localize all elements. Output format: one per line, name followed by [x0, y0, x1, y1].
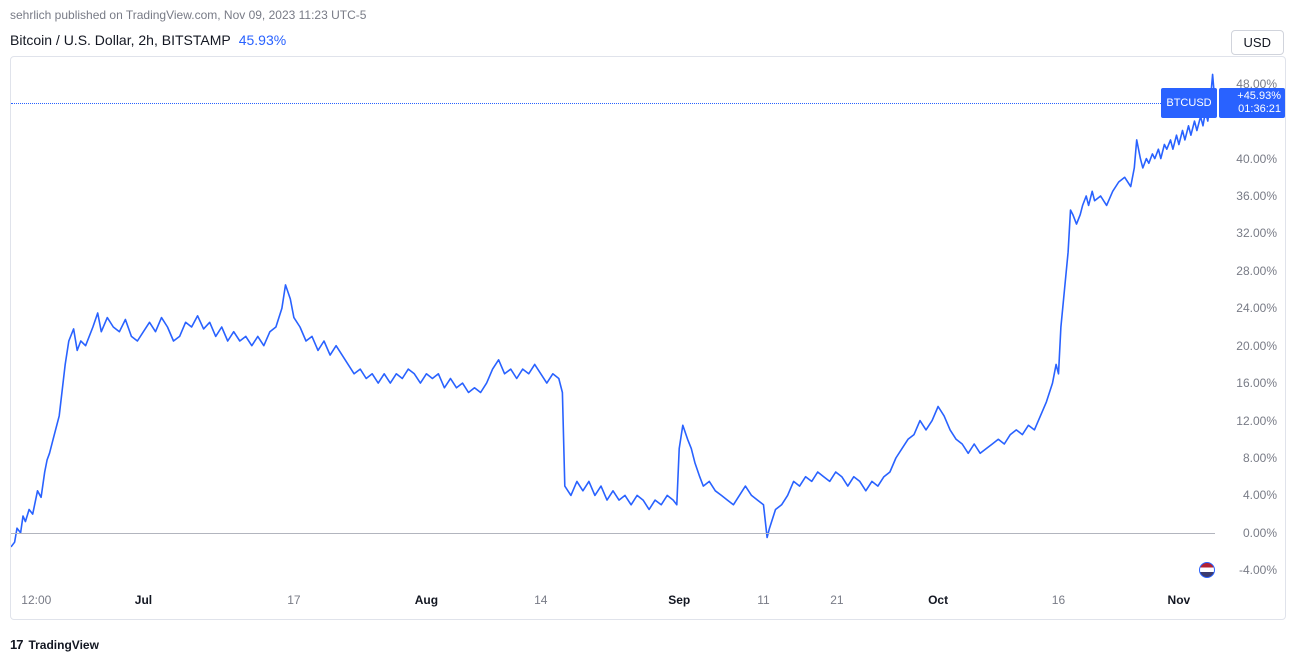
- y-tick: -4.00%: [1239, 563, 1277, 577]
- x-tick: Sep: [668, 593, 690, 607]
- symbol-label[interactable]: Bitcoin / U.S. Dollar, 2h, BITSTAMP: [10, 32, 231, 48]
- price-line-series: [11, 74, 1215, 547]
- y-tick: 0.00%: [1243, 526, 1277, 540]
- x-tick: Jul: [135, 593, 152, 607]
- y-tick: 32.00%: [1236, 226, 1277, 240]
- zero-line: [11, 533, 1215, 534]
- x-tick: 14: [534, 593, 547, 607]
- x-tick: 17: [287, 593, 300, 607]
- x-tick: Aug: [415, 593, 438, 607]
- x-tick: 16: [1052, 593, 1065, 607]
- chart-area[interactable]: BTCUSD +45.93% 01:36:21 -4.00% 0.00% 4.00%…: [10, 56, 1286, 620]
- currency-button[interactable]: USD: [1231, 30, 1284, 55]
- y-tick: 20.00%: [1236, 339, 1277, 353]
- y-tick: 12.00%: [1236, 414, 1277, 428]
- x-tick: 12:00: [21, 593, 51, 607]
- price-tag-ticker: BTCUSD: [1161, 88, 1217, 118]
- y-tick: 48.00%: [1236, 77, 1277, 91]
- symbol-row: Bitcoin / U.S. Dollar, 2h, BITSTAMP 45.9…: [10, 32, 286, 48]
- y-tick: 24.00%: [1236, 301, 1277, 315]
- x-tick: 21: [830, 593, 843, 607]
- percent-change: 45.93%: [239, 32, 286, 48]
- y-tick: 40.00%: [1236, 152, 1277, 166]
- tradingview-logo-icon: 17: [10, 637, 22, 652]
- publisher-line: sehrlich published on TradingView.com, N…: [10, 8, 366, 22]
- current-price-line: [11, 103, 1215, 104]
- x-axis: 12:00 Jul 17 Aug 14 Sep 11 21 Oct 16 Nov: [11, 593, 1215, 615]
- y-tick: 28.00%: [1236, 264, 1277, 278]
- y-tick: 8.00%: [1243, 451, 1277, 465]
- usd-flag-icon: [1199, 562, 1215, 578]
- price-tag: BTCUSD +45.93% 01:36:21: [1219, 88, 1285, 118]
- y-tick: 16.00%: [1236, 376, 1277, 390]
- y-tick: 36.00%: [1236, 189, 1277, 203]
- x-tick: Oct: [928, 593, 948, 607]
- footer-brand: 17 TradingView: [10, 637, 99, 652]
- x-tick: Nov: [1168, 593, 1191, 607]
- price-tag-pct: +45.93%: [1223, 90, 1281, 103]
- x-tick: 11: [757, 593, 769, 607]
- price-tag-countdown: 01:36:21: [1223, 103, 1281, 116]
- y-tick: 4.00%: [1243, 488, 1277, 502]
- brand-text: TradingView: [28, 638, 98, 652]
- y-axis: BTCUSD +45.93% 01:36:21 -4.00% 0.00% 4.00%…: [1215, 65, 1285, 589]
